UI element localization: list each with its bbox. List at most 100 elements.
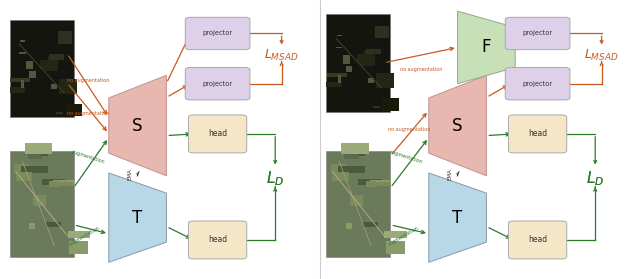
FancyBboxPatch shape (386, 241, 404, 254)
FancyBboxPatch shape (10, 20, 74, 117)
Text: no augmentation: no augmentation (67, 111, 109, 116)
FancyBboxPatch shape (361, 55, 375, 66)
FancyBboxPatch shape (49, 54, 64, 60)
FancyBboxPatch shape (46, 222, 61, 227)
Text: S: S (452, 117, 463, 134)
FancyBboxPatch shape (186, 68, 250, 100)
FancyBboxPatch shape (52, 180, 74, 186)
Text: projector: projector (522, 81, 553, 87)
Polygon shape (458, 11, 515, 84)
FancyBboxPatch shape (342, 55, 350, 64)
Text: EMA: EMA (127, 169, 132, 180)
FancyBboxPatch shape (509, 221, 567, 259)
FancyBboxPatch shape (26, 61, 33, 69)
FancyBboxPatch shape (15, 172, 32, 181)
FancyBboxPatch shape (332, 172, 349, 181)
Text: head: head (208, 235, 227, 244)
Text: $L_D$: $L_D$ (266, 169, 284, 188)
Polygon shape (429, 75, 486, 176)
Text: $\mathbf{\mathit{L}}_D$: $\mathbf{\mathit{L}}_D$ (586, 169, 604, 188)
FancyBboxPatch shape (49, 181, 60, 187)
FancyBboxPatch shape (19, 52, 26, 54)
Text: EMA: EMA (447, 169, 452, 180)
FancyBboxPatch shape (337, 35, 342, 36)
Text: S: S (132, 117, 143, 134)
FancyBboxPatch shape (327, 73, 347, 77)
Text: no augmentation: no augmentation (399, 67, 442, 72)
FancyBboxPatch shape (15, 164, 29, 174)
FancyBboxPatch shape (29, 71, 35, 78)
Text: projector: projector (202, 30, 233, 37)
FancyBboxPatch shape (29, 223, 35, 229)
FancyBboxPatch shape (332, 164, 346, 174)
FancyBboxPatch shape (189, 115, 247, 153)
Text: augmentation: augmentation (387, 225, 419, 247)
Text: projector: projector (522, 30, 553, 37)
FancyBboxPatch shape (10, 78, 30, 82)
FancyBboxPatch shape (369, 180, 390, 186)
FancyBboxPatch shape (350, 194, 363, 206)
FancyBboxPatch shape (68, 231, 90, 237)
FancyBboxPatch shape (382, 98, 399, 111)
Text: no augmentation: no augmentation (388, 127, 431, 131)
FancyBboxPatch shape (65, 104, 82, 116)
FancyBboxPatch shape (356, 54, 367, 63)
FancyBboxPatch shape (506, 17, 570, 50)
FancyBboxPatch shape (385, 231, 406, 237)
FancyBboxPatch shape (25, 143, 52, 154)
Polygon shape (109, 75, 166, 176)
FancyBboxPatch shape (48, 56, 58, 64)
FancyBboxPatch shape (10, 88, 25, 93)
Text: augmentation: augmentation (68, 225, 101, 247)
FancyBboxPatch shape (20, 166, 48, 173)
FancyBboxPatch shape (58, 31, 72, 44)
FancyBboxPatch shape (33, 194, 46, 206)
FancyBboxPatch shape (58, 182, 73, 186)
FancyBboxPatch shape (358, 179, 382, 185)
Text: augmentation: augmentation (389, 149, 424, 165)
FancyBboxPatch shape (56, 112, 63, 114)
Text: $\mathbf{\mathit{L}}_D$: $\mathbf{\mathit{L}}_D$ (266, 169, 284, 188)
Text: $L_{MSAD}$: $L_{MSAD}$ (584, 48, 619, 63)
FancyBboxPatch shape (20, 40, 25, 42)
FancyBboxPatch shape (326, 151, 390, 257)
FancyBboxPatch shape (506, 68, 570, 100)
Text: $L_D$: $L_D$ (586, 169, 604, 188)
Text: projector: projector (202, 81, 233, 87)
FancyBboxPatch shape (44, 60, 58, 71)
FancyBboxPatch shape (367, 78, 374, 83)
Text: augmentation: augmentation (70, 149, 106, 165)
FancyBboxPatch shape (376, 73, 394, 88)
Polygon shape (109, 173, 166, 262)
Text: head: head (528, 129, 547, 138)
FancyBboxPatch shape (374, 182, 390, 186)
FancyBboxPatch shape (358, 146, 365, 155)
FancyBboxPatch shape (42, 179, 65, 185)
FancyBboxPatch shape (40, 60, 51, 69)
Text: T: T (452, 209, 463, 227)
FancyBboxPatch shape (189, 221, 247, 259)
FancyBboxPatch shape (21, 80, 24, 88)
FancyBboxPatch shape (336, 47, 342, 48)
FancyBboxPatch shape (372, 107, 380, 108)
FancyBboxPatch shape (375, 26, 388, 38)
FancyBboxPatch shape (51, 84, 57, 89)
FancyBboxPatch shape (338, 75, 341, 83)
FancyBboxPatch shape (509, 115, 567, 153)
Text: T: T (132, 209, 143, 227)
FancyBboxPatch shape (342, 143, 369, 154)
FancyBboxPatch shape (60, 79, 77, 94)
FancyBboxPatch shape (365, 50, 375, 59)
FancyBboxPatch shape (10, 151, 74, 257)
FancyBboxPatch shape (346, 66, 352, 72)
FancyBboxPatch shape (41, 146, 48, 155)
FancyBboxPatch shape (366, 181, 376, 187)
FancyBboxPatch shape (186, 17, 250, 50)
Text: $L_{MSAD}$: $L_{MSAD}$ (264, 48, 299, 63)
Text: no augmentation: no augmentation (67, 78, 109, 83)
FancyBboxPatch shape (69, 241, 88, 254)
Polygon shape (429, 173, 486, 262)
FancyBboxPatch shape (28, 153, 42, 159)
Text: head: head (208, 129, 227, 138)
FancyBboxPatch shape (366, 49, 381, 54)
